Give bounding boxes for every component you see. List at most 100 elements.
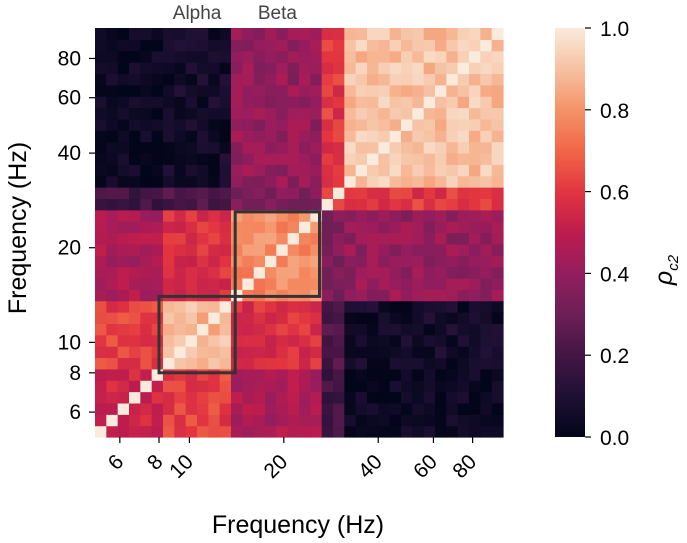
heatmap-cell — [310, 198, 323, 211]
heatmap-cell — [174, 28, 187, 40]
heatmap-cell — [310, 357, 323, 370]
heatmap-cell — [333, 130, 345, 143]
heatmap-cell — [469, 334, 481, 347]
heatmap-cell — [185, 334, 198, 347]
heatmap-cell — [412, 402, 425, 415]
heatmap-cell — [412, 380, 425, 393]
heatmap-cell — [344, 62, 357, 75]
heatmap-cell — [389, 209, 402, 222]
heatmap-cell — [378, 118, 391, 131]
heatmap-cell — [401, 50, 413, 63]
heatmap-cell — [117, 39, 130, 52]
heatmap-cell — [231, 255, 243, 268]
heatmap-cell — [367, 289, 379, 302]
heatmap-cell — [344, 266, 357, 279]
y-tick-label: 60 — [58, 87, 81, 110]
heatmap-cell — [378, 84, 391, 97]
heatmap-cell — [412, 266, 425, 279]
heatmap-cell — [231, 402, 243, 415]
heatmap-cell — [333, 391, 345, 404]
heatmap-cell — [151, 84, 164, 97]
heatmap-cell — [163, 323, 175, 336]
heatmap-cell — [401, 118, 413, 131]
heatmap-cell — [299, 243, 311, 256]
heatmap-cell — [219, 266, 232, 279]
heatmap-cell — [299, 402, 311, 415]
heatmap-cell — [389, 300, 402, 313]
heatmap-cell — [299, 50, 311, 63]
heatmap-cell — [151, 152, 164, 165]
heatmap-cell — [401, 380, 413, 393]
heatmap-cell — [491, 141, 504, 154]
heatmap-cell — [401, 164, 413, 177]
heatmap-cell — [457, 141, 470, 154]
heatmap-cell — [310, 300, 323, 313]
heatmap-cell — [344, 232, 357, 245]
heatmap-cell — [287, 198, 300, 211]
heatmap-cell — [321, 243, 334, 256]
heatmap-cell — [333, 402, 345, 415]
heatmap-cell — [355, 28, 368, 40]
heatmap-cell — [253, 73, 266, 86]
heatmap-cell — [95, 368, 107, 381]
heatmap-cell — [333, 84, 345, 97]
heatmap-cell — [389, 221, 402, 234]
heatmap-cell — [208, 425, 221, 438]
heatmap-cell — [446, 402, 459, 415]
heatmap-cell — [174, 198, 187, 211]
heatmap-cell — [480, 209, 493, 222]
heatmap-cell — [423, 425, 436, 438]
heatmap-cell — [401, 209, 413, 222]
heatmap-cell — [299, 391, 311, 404]
heatmap-cell — [287, 50, 300, 63]
heatmap-cell — [299, 300, 311, 313]
heatmap-cell — [185, 266, 198, 279]
heatmap-cell — [174, 368, 187, 381]
heatmap-cell — [480, 118, 493, 131]
heatmap-cell — [231, 50, 243, 63]
heatmap-cell — [321, 118, 334, 131]
heatmap-cell — [480, 164, 493, 177]
heatmap-cell — [389, 323, 402, 336]
heatmap-cell — [106, 391, 119, 404]
heatmap-cell — [378, 73, 391, 86]
heatmap-cell — [219, 141, 232, 154]
heatmap-cell — [231, 323, 243, 336]
heatmap-cell — [117, 187, 130, 200]
heatmap-cell — [333, 175, 345, 188]
heatmap-cell — [219, 62, 232, 75]
heatmap-cell — [208, 164, 221, 177]
heatmap-cell — [106, 130, 119, 143]
heatmap-cell — [367, 414, 379, 427]
heatmap-cell — [129, 187, 141, 200]
heatmap-cell — [367, 39, 379, 52]
heatmap-cell — [367, 118, 379, 131]
heatmap-cell — [423, 243, 436, 256]
heatmap-cell — [163, 50, 175, 63]
heatmap-cell — [242, 164, 255, 177]
heatmap-cell — [174, 62, 187, 75]
heatmap-cell — [423, 39, 436, 52]
heatmap-cell — [367, 312, 379, 324]
heatmap-cell — [333, 198, 345, 211]
heatmap-cell — [231, 118, 243, 131]
heatmap-cell — [389, 334, 402, 347]
heatmap-cell — [265, 141, 277, 154]
heatmap-cell — [480, 266, 493, 279]
heatmap-cell — [185, 84, 198, 97]
heatmap-cell — [457, 232, 470, 245]
heatmap-cell — [401, 107, 413, 120]
heatmap-cell — [367, 141, 379, 154]
heatmap-cell — [310, 221, 323, 234]
heatmap-cell — [491, 50, 504, 63]
heatmap-cell — [106, 255, 119, 268]
heatmap-cell — [231, 96, 243, 109]
heatmap-cell — [401, 198, 413, 211]
heatmap-cell — [333, 152, 345, 165]
heatmap-cell — [151, 209, 164, 222]
heatmap-cell — [185, 130, 198, 143]
heatmap-cell — [117, 107, 130, 120]
heatmap-cell — [378, 368, 391, 381]
heatmap-cell — [219, 334, 232, 347]
heatmap-cell — [174, 84, 187, 97]
